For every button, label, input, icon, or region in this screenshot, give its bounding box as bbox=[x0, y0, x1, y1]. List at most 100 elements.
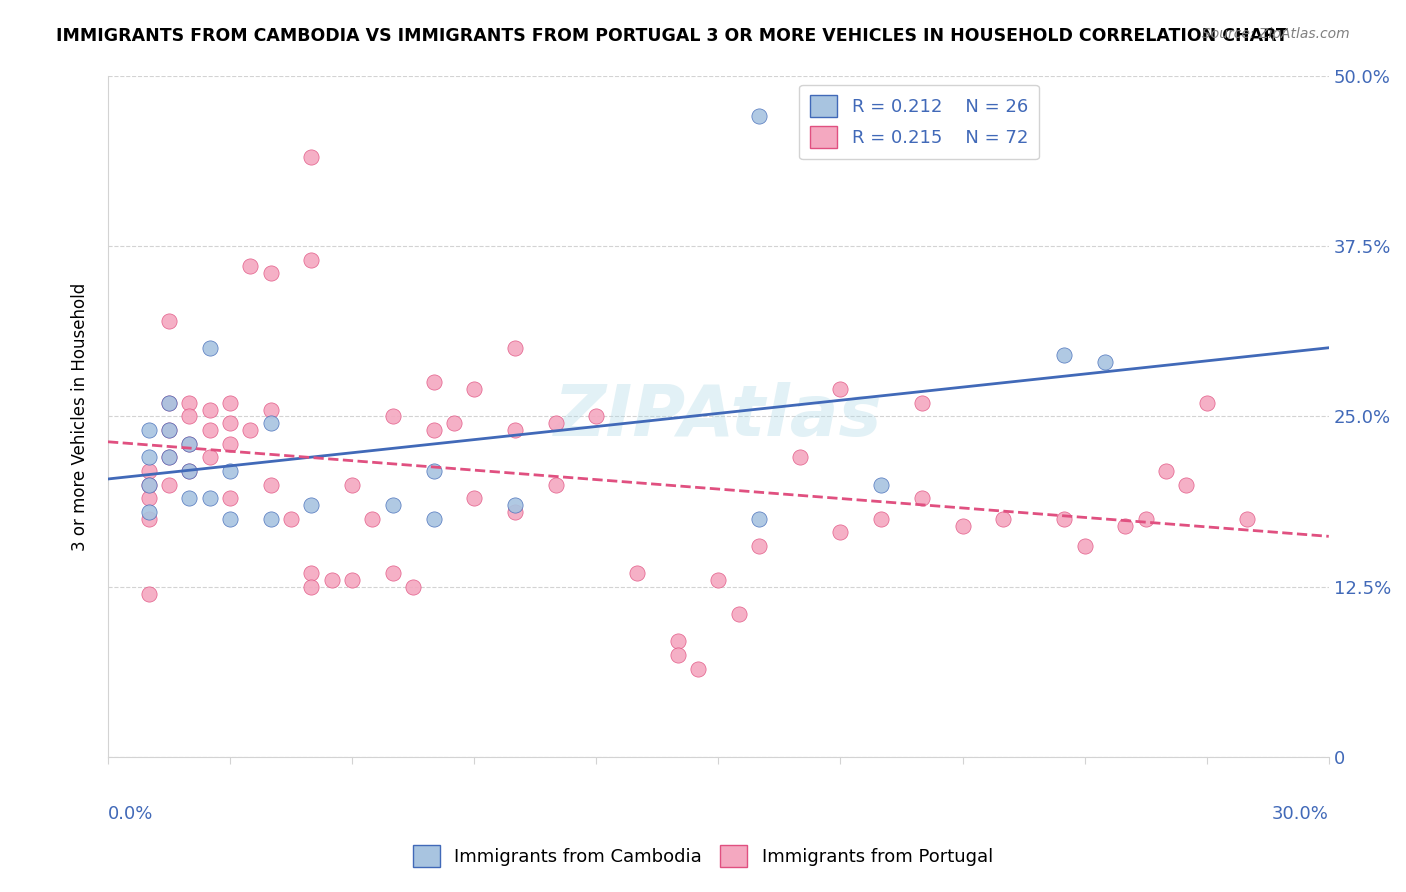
Point bbox=[179, 436, 201, 450]
Point bbox=[157, 450, 180, 465]
Point bbox=[179, 396, 201, 410]
Point bbox=[239, 260, 262, 274]
Point bbox=[219, 512, 242, 526]
Point bbox=[463, 382, 485, 396]
Point bbox=[157, 314, 180, 328]
Point bbox=[422, 376, 444, 390]
Legend: R = 0.212    N = 26, R = 0.215    N = 72: R = 0.212 N = 26, R = 0.215 N = 72 bbox=[800, 85, 1039, 160]
Point bbox=[179, 464, 201, 478]
Point bbox=[402, 580, 425, 594]
Point bbox=[138, 587, 160, 601]
Point bbox=[138, 505, 160, 519]
Point bbox=[157, 396, 180, 410]
Point bbox=[219, 464, 242, 478]
Point bbox=[381, 498, 404, 512]
Point bbox=[157, 477, 180, 491]
Text: 0.0%: 0.0% bbox=[108, 805, 153, 823]
Point bbox=[138, 423, 160, 437]
Point bbox=[138, 464, 160, 478]
Point bbox=[157, 423, 180, 437]
Point bbox=[1175, 477, 1198, 491]
Point bbox=[361, 512, 384, 526]
Text: ZIPAtlas: ZIPAtlas bbox=[554, 382, 883, 451]
Point bbox=[503, 498, 526, 512]
Point bbox=[748, 110, 770, 124]
Point bbox=[1114, 518, 1136, 533]
Point bbox=[544, 477, 567, 491]
Point bbox=[260, 266, 283, 280]
Point bbox=[544, 417, 567, 431]
Point bbox=[1236, 512, 1258, 526]
Point bbox=[301, 498, 323, 512]
Point bbox=[585, 409, 607, 424]
Point bbox=[830, 382, 852, 396]
Point bbox=[422, 512, 444, 526]
Point bbox=[219, 491, 242, 506]
Point bbox=[911, 396, 934, 410]
Point bbox=[727, 607, 749, 622]
Text: IMMIGRANTS FROM CAMBODIA VS IMMIGRANTS FROM PORTUGAL 3 OR MORE VEHICLES IN HOUSE: IMMIGRANTS FROM CAMBODIA VS IMMIGRANTS F… bbox=[56, 27, 1288, 45]
Point bbox=[138, 477, 160, 491]
Point bbox=[422, 423, 444, 437]
Point bbox=[1094, 355, 1116, 369]
Point bbox=[198, 423, 221, 437]
Point bbox=[198, 450, 221, 465]
Point bbox=[870, 477, 893, 491]
Point bbox=[138, 512, 160, 526]
Point bbox=[1195, 396, 1218, 410]
Point bbox=[503, 423, 526, 437]
Point bbox=[260, 417, 283, 431]
Text: 30.0%: 30.0% bbox=[1272, 805, 1329, 823]
Point bbox=[503, 505, 526, 519]
Point bbox=[422, 464, 444, 478]
Point bbox=[260, 512, 283, 526]
Point bbox=[301, 580, 323, 594]
Point bbox=[1053, 348, 1076, 362]
Point bbox=[666, 634, 689, 648]
Point bbox=[260, 402, 283, 417]
Point bbox=[198, 491, 221, 506]
Legend: Immigrants from Cambodia, Immigrants from Portugal: Immigrants from Cambodia, Immigrants fro… bbox=[406, 838, 1000, 874]
Point bbox=[219, 436, 242, 450]
Point bbox=[830, 525, 852, 540]
Point bbox=[301, 252, 323, 267]
Point bbox=[381, 409, 404, 424]
Point bbox=[748, 512, 770, 526]
Point bbox=[993, 512, 1015, 526]
Point bbox=[179, 436, 201, 450]
Point bbox=[707, 573, 730, 587]
Point bbox=[157, 450, 180, 465]
Point bbox=[443, 417, 465, 431]
Point bbox=[463, 491, 485, 506]
Point bbox=[503, 341, 526, 355]
Point bbox=[198, 341, 221, 355]
Point bbox=[179, 464, 201, 478]
Point bbox=[157, 396, 180, 410]
Point bbox=[260, 477, 283, 491]
Point bbox=[219, 396, 242, 410]
Point bbox=[219, 417, 242, 431]
Point bbox=[280, 512, 302, 526]
Point bbox=[157, 423, 180, 437]
Point bbox=[301, 566, 323, 581]
Point bbox=[870, 512, 893, 526]
Point bbox=[138, 450, 160, 465]
Point bbox=[789, 450, 811, 465]
Point bbox=[239, 423, 262, 437]
Point bbox=[1154, 464, 1177, 478]
Point bbox=[911, 491, 934, 506]
Point bbox=[301, 150, 323, 164]
Point bbox=[179, 409, 201, 424]
Point bbox=[340, 573, 363, 587]
Point bbox=[198, 402, 221, 417]
Point bbox=[748, 539, 770, 553]
Point bbox=[666, 648, 689, 662]
Point bbox=[1053, 512, 1076, 526]
Y-axis label: 3 or more Vehicles in Household: 3 or more Vehicles in Household bbox=[72, 283, 89, 550]
Point bbox=[340, 477, 363, 491]
Point bbox=[952, 518, 974, 533]
Point bbox=[138, 491, 160, 506]
Point bbox=[179, 491, 201, 506]
Point bbox=[1135, 512, 1157, 526]
Point bbox=[1073, 539, 1095, 553]
